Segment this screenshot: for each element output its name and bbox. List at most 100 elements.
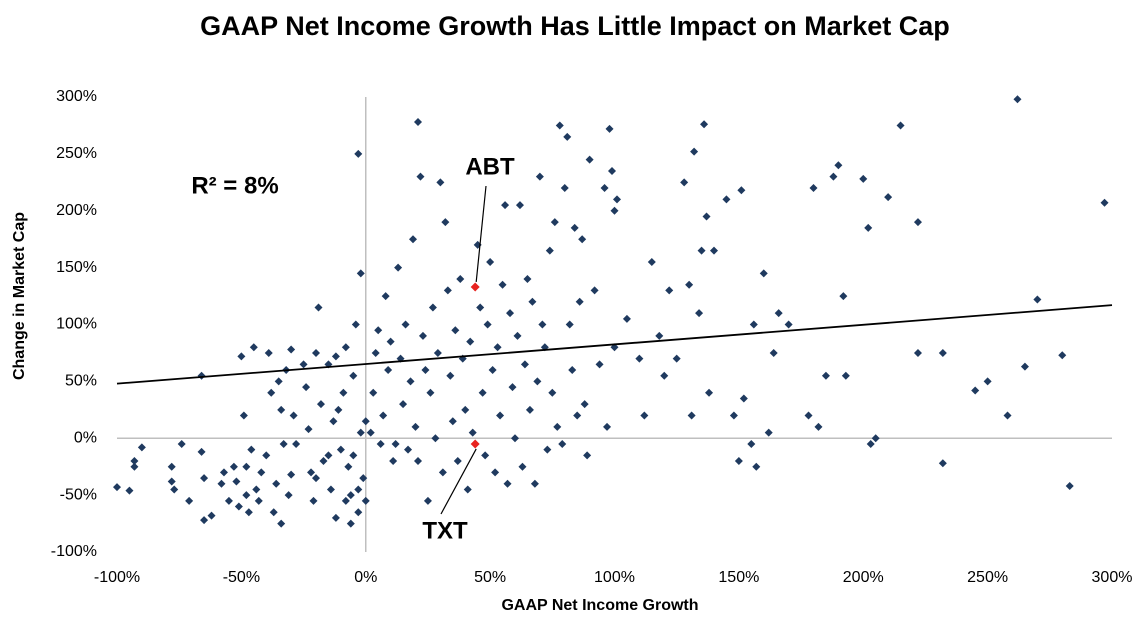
- point: [503, 479, 512, 488]
- point: [309, 496, 318, 505]
- y-tick-label: -50%: [60, 486, 97, 503]
- chart-title: GAAP Net Income Growth Has Little Impact…: [200, 11, 950, 41]
- point: [476, 303, 485, 312]
- point: [515, 201, 524, 210]
- point: [242, 462, 251, 471]
- point: [177, 439, 186, 448]
- point: [312, 348, 320, 357]
- point: [324, 451, 333, 460]
- point: [705, 388, 714, 397]
- point: [983, 377, 992, 386]
- point: [356, 269, 365, 278]
- point: [466, 337, 475, 346]
- point: [137, 443, 146, 452]
- y-tick-label: 200%: [56, 202, 97, 219]
- point: [389, 457, 398, 465]
- point: [329, 417, 338, 426]
- point: [491, 468, 500, 477]
- point: [809, 184, 818, 192]
- point: [578, 235, 587, 244]
- point: [839, 292, 848, 301]
- point: [590, 286, 599, 295]
- x-tick-label: -50%: [223, 569, 260, 586]
- point: [284, 491, 293, 500]
- point: [710, 246, 718, 255]
- r-squared: R² = 8%: [191, 172, 278, 199]
- point: [167, 477, 176, 486]
- x-tick-label: -100%: [94, 569, 140, 586]
- y-tick-label: 250%: [56, 145, 97, 162]
- point: [896, 121, 905, 130]
- x-tick-label: 300%: [1092, 569, 1133, 586]
- point: [1020, 362, 1029, 371]
- point: [600, 184, 609, 192]
- point: [326, 485, 335, 494]
- point: [913, 218, 922, 227]
- point: [257, 468, 266, 477]
- point: [433, 348, 442, 357]
- y-axis-title: Change in Market Cap: [11, 212, 28, 380]
- point: [702, 212, 711, 221]
- point: [784, 320, 793, 329]
- point: [391, 439, 400, 448]
- point: [316, 400, 325, 409]
- point: [506, 309, 515, 318]
- point: [416, 172, 425, 181]
- point: [655, 331, 664, 340]
- point: [249, 343, 258, 352]
- point: [971, 386, 980, 395]
- point: [640, 411, 649, 420]
- trend-line: [116, 304, 1113, 385]
- annotation-label: ABT: [465, 153, 515, 180]
- point: [167, 462, 176, 471]
- point: [734, 457, 743, 465]
- point: [938, 459, 947, 468]
- leader-line: [475, 185, 487, 283]
- point: [821, 371, 830, 380]
- x-tick-label: 50%: [474, 569, 506, 586]
- point: [411, 422, 420, 431]
- point: [759, 269, 768, 278]
- point: [700, 120, 709, 129]
- point: [247, 445, 256, 454]
- point: [185, 496, 194, 505]
- point: [219, 468, 228, 477]
- point: [660, 371, 669, 380]
- point: [379, 411, 388, 420]
- point: [374, 326, 383, 335]
- point: [431, 434, 440, 443]
- point: [496, 411, 505, 420]
- point: [672, 354, 681, 363]
- point: [244, 508, 253, 517]
- point: [575, 297, 584, 306]
- point: [359, 474, 368, 483]
- point: [501, 201, 510, 210]
- point: [456, 275, 465, 283]
- point: [404, 445, 413, 454]
- point: [1065, 482, 1074, 491]
- point: [346, 491, 355, 500]
- point: [478, 388, 487, 397]
- point: [560, 184, 569, 192]
- point: [399, 400, 408, 409]
- point: [580, 400, 589, 409]
- point: [1003, 411, 1012, 420]
- point: [481, 451, 490, 460]
- point: [304, 425, 313, 434]
- point: [381, 292, 390, 301]
- point: [331, 352, 340, 361]
- point: [274, 377, 283, 386]
- point: [336, 445, 345, 454]
- point: [341, 343, 350, 352]
- point: [814, 422, 823, 431]
- point: [234, 502, 243, 511]
- point: [608, 166, 617, 175]
- point: [938, 348, 947, 357]
- point: [423, 496, 432, 505]
- point: [279, 439, 288, 448]
- point: [523, 275, 532, 283]
- point: [841, 371, 850, 380]
- point: [262, 451, 271, 460]
- point: [356, 428, 365, 437]
